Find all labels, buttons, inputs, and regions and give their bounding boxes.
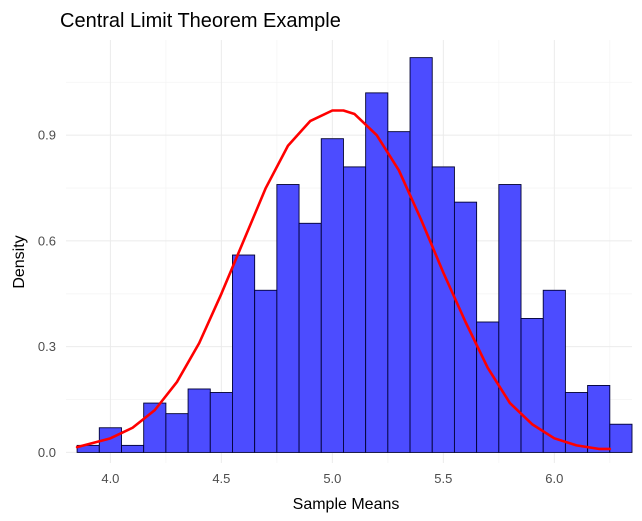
tick-labels: 4.0 4.5 5.0 5.5 6.0 0.0 0.3 0.6 0.9 [38, 128, 563, 486]
histogram-bar [409, 57, 433, 453]
histogram-bar [254, 289, 278, 453]
y-tick-label: 0.0 [38, 445, 56, 460]
x-tick-label: 4.0 [101, 471, 119, 486]
histogram-bar [209, 392, 233, 453]
histogram-bar [387, 131, 411, 453]
y-axis-title: Density [11, 235, 28, 288]
histogram-bar [320, 138, 344, 453]
histogram-bar [232, 254, 256, 453]
histogram-bar [431, 166, 455, 453]
histogram-bar [476, 321, 500, 453]
histogram-bar [453, 201, 478, 453]
histogram-bar [343, 166, 367, 453]
histogram-bar [187, 388, 211, 453]
x-tick-label: 4.5 [212, 471, 230, 486]
x-axis-title: Sample Means [293, 496, 400, 513]
histogram-bar [542, 289, 566, 453]
histogram-bars [76, 57, 633, 453]
y-tick-label: 0.9 [38, 128, 56, 143]
histogram-bar [298, 222, 322, 453]
histogram-bar [587, 385, 611, 453]
y-tick-label: 0.3 [38, 339, 56, 354]
density-curve [75, 109, 612, 451]
histogram-bar [276, 184, 300, 453]
density-curve-line [75, 109, 612, 451]
x-tick-label: 5.5 [434, 471, 452, 486]
histogram-bar [520, 318, 544, 453]
y-tick-label: 0.6 [38, 233, 56, 248]
histogram-bar [609, 423, 633, 453]
x-tick-label: 6.0 [545, 471, 563, 486]
chart-title: Central Limit Theorem Example [60, 10, 341, 32]
x-tick-label: 5.0 [323, 471, 341, 486]
histogram-bar [121, 444, 145, 453]
histogram-bar [165, 413, 189, 453]
